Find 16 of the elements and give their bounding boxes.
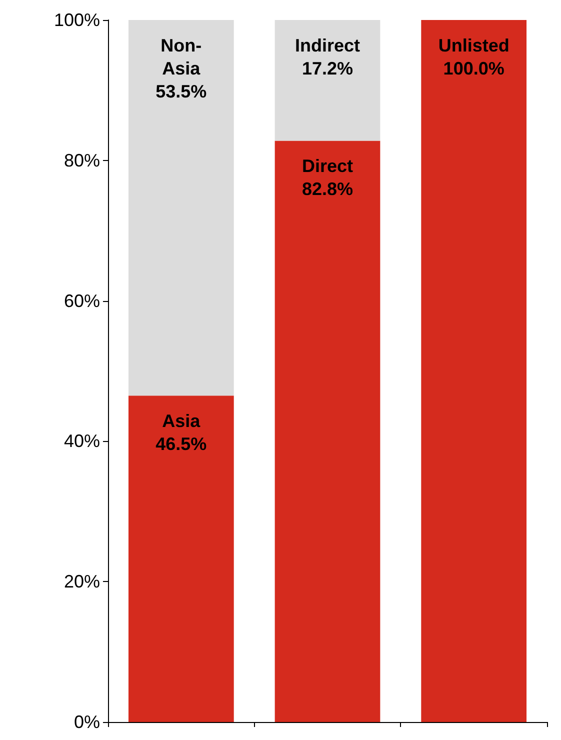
y-tick-label: 80% — [64, 150, 100, 170]
data-label: Unlisted 100.0% — [438, 36, 510, 78]
y-tick-label: 40% — [64, 431, 100, 452]
bar — [274, 140, 380, 722]
y-tick-label: 0% — [74, 712, 100, 732]
y-tick-label: 100% — [54, 10, 100, 30]
data-label: Asia 46.5% — [156, 411, 207, 454]
bar — [274, 20, 380, 141]
bar — [421, 20, 527, 722]
y-tick-label: 60% — [64, 290, 100, 311]
data-label: Direct 82.8% — [302, 156, 354, 200]
data-label: Indirect 17.2% — [294, 36, 360, 78]
y-tick-label: 20% — [64, 572, 100, 592]
bar — [128, 396, 234, 722]
data-label: Non- Asia 53.5% — [156, 36, 207, 102]
bar — [128, 20, 234, 396]
